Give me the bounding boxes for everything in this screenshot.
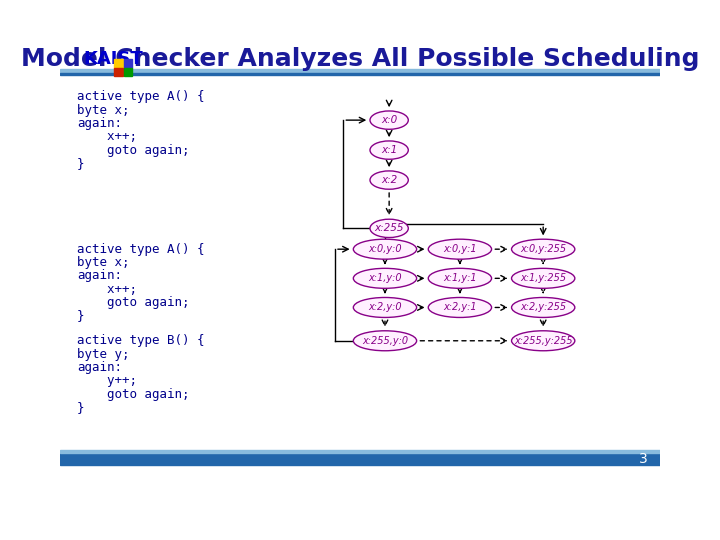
Ellipse shape xyxy=(428,239,492,259)
Ellipse shape xyxy=(511,239,575,259)
Text: x:0,y:0: x:0,y:0 xyxy=(368,244,402,254)
Ellipse shape xyxy=(354,268,417,288)
Text: x:2,y:0: x:2,y:0 xyxy=(368,302,402,313)
Text: x:255: x:255 xyxy=(374,224,404,233)
Bar xyxy=(60,73,660,75)
Ellipse shape xyxy=(354,331,417,351)
Ellipse shape xyxy=(428,268,492,288)
Text: 3: 3 xyxy=(639,452,647,466)
Text: active type A() {: active type A() { xyxy=(77,90,204,103)
Ellipse shape xyxy=(511,331,575,351)
Text: active type A() {: active type A() { xyxy=(77,242,204,255)
Bar xyxy=(114,59,122,68)
Text: byte x;: byte x; xyxy=(77,104,130,117)
Text: x:0,y:1: x:0,y:1 xyxy=(443,244,477,254)
Text: goto again;: goto again; xyxy=(77,144,189,157)
Text: }: } xyxy=(77,157,84,170)
Ellipse shape xyxy=(370,171,408,189)
Bar xyxy=(124,59,132,68)
Ellipse shape xyxy=(370,111,408,129)
Ellipse shape xyxy=(354,298,417,318)
Text: }: } xyxy=(77,401,84,414)
Text: Model Checker Analyzes All Possible Scheduling: Model Checker Analyzes All Possible Sche… xyxy=(21,46,699,71)
Text: byte x;: byte x; xyxy=(77,256,130,269)
Text: y++;: y++; xyxy=(77,374,137,387)
Text: byte y;: byte y; xyxy=(77,348,130,361)
Ellipse shape xyxy=(370,219,408,238)
Ellipse shape xyxy=(511,298,575,318)
Text: x:1,y:0: x:1,y:0 xyxy=(368,273,402,284)
Text: }: } xyxy=(77,309,84,322)
Ellipse shape xyxy=(370,141,408,159)
Text: active type B() {: active type B() { xyxy=(77,334,204,347)
Bar xyxy=(124,68,132,76)
Bar xyxy=(60,69,660,73)
Text: x++;: x++; xyxy=(77,282,137,296)
Bar xyxy=(60,453,660,465)
Ellipse shape xyxy=(354,239,417,259)
Ellipse shape xyxy=(511,268,575,288)
Bar xyxy=(114,68,122,76)
Text: again:: again: xyxy=(77,269,122,282)
Text: x:2,y:255: x:2,y:255 xyxy=(520,302,566,313)
Text: x:0,y:255: x:0,y:255 xyxy=(520,244,566,254)
Ellipse shape xyxy=(428,298,492,318)
Text: x:1,y:255: x:1,y:255 xyxy=(520,273,566,284)
Text: x:255,y:255: x:255,y:255 xyxy=(514,336,572,346)
Text: x:0: x:0 xyxy=(381,115,397,125)
Text: x:255,y:0: x:255,y:0 xyxy=(362,336,408,346)
Text: x:2: x:2 xyxy=(381,175,397,185)
Text: goto again;: goto again; xyxy=(77,296,189,309)
Text: again:: again: xyxy=(77,117,122,130)
Text: goto again;: goto again; xyxy=(77,388,189,401)
Bar xyxy=(60,450,660,453)
Text: x:1: x:1 xyxy=(381,145,397,155)
Text: x:1,y:1: x:1,y:1 xyxy=(443,273,477,284)
Text: x:2,y:1: x:2,y:1 xyxy=(443,302,477,313)
Text: again:: again: xyxy=(77,361,122,374)
Text: KAIST: KAIST xyxy=(84,50,143,68)
Text: x++;: x++; xyxy=(77,130,137,143)
